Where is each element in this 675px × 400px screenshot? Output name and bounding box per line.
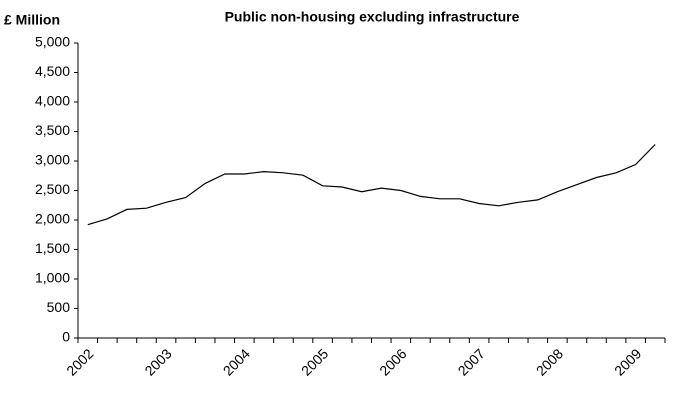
y-axis-label: £ Million xyxy=(4,12,60,28)
y-tick-label: 4,500 xyxy=(35,63,70,79)
y-tick-label: 5,000 xyxy=(35,34,70,50)
x-tick-label: 2007 xyxy=(455,345,488,378)
y-tick-label: 1,500 xyxy=(35,240,70,256)
x-tick-label: 2009 xyxy=(611,345,644,378)
y-tick-label: 3,000 xyxy=(35,152,70,168)
y-tick-label: 2,500 xyxy=(35,181,70,197)
x-tick-label: 2005 xyxy=(298,345,331,378)
x-tick-label: 2006 xyxy=(376,345,409,378)
y-tick-label: 3,500 xyxy=(35,122,70,138)
data-line xyxy=(87,144,656,226)
x-tick-label: 2003 xyxy=(141,345,174,378)
x-tick-label: 2004 xyxy=(220,345,253,378)
y-tick-label: 2,000 xyxy=(35,211,70,227)
x-tick-label: 2002 xyxy=(63,345,96,378)
x-tick-label: 2008 xyxy=(533,345,566,378)
y-tick-label: 500 xyxy=(47,299,71,315)
y-tick-label: 0 xyxy=(62,329,70,345)
chart-title: Public non-housing excluding infrastruct… xyxy=(225,9,520,25)
y-tick-label: 4,000 xyxy=(35,93,70,109)
y-tick-label: 1,000 xyxy=(35,270,70,286)
